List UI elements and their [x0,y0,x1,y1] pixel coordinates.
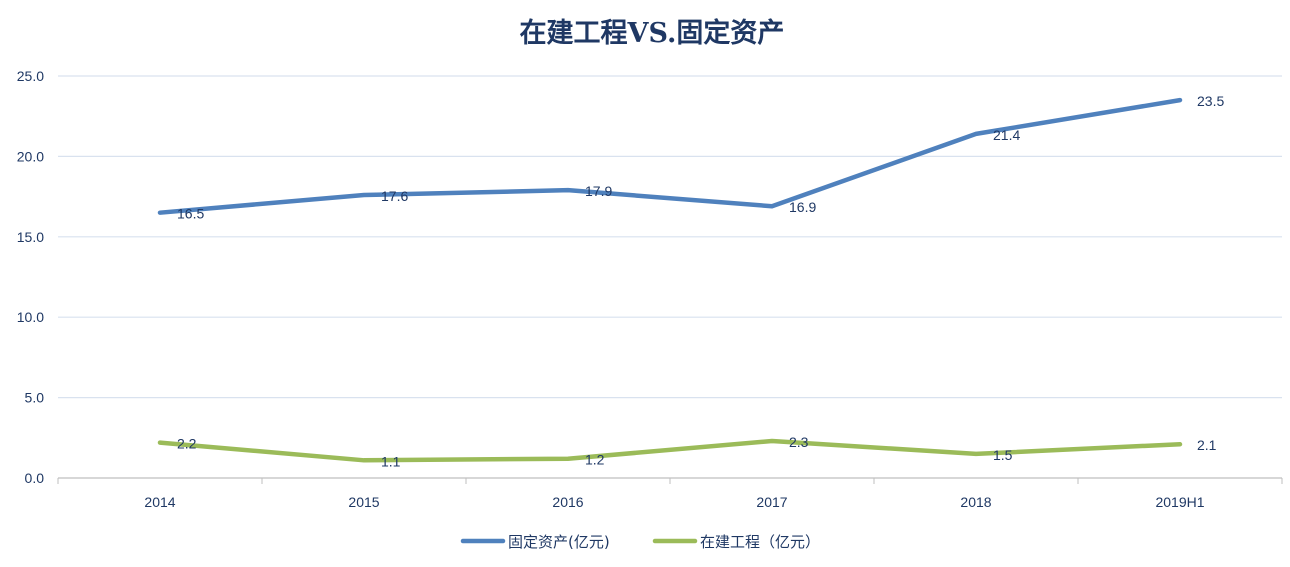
y-tick-label: 25.0 [17,68,44,84]
legend-label: 固定资产(亿元) [508,533,610,551]
data-label: 2.1 [1197,437,1217,453]
y-tick-label: 15.0 [17,229,44,245]
data-label: 16.5 [177,206,204,222]
data-label: 17.6 [381,188,408,204]
y-tick-label: 0.0 [25,470,45,486]
chart-title: 在建工程VS.固定资产 [520,17,785,49]
data-label: 1.2 [585,452,605,468]
series-line-1 [157,438,1183,463]
data-label: 21.4 [993,127,1020,143]
axes: 0.0 5.0 10.0 15.0 20.0 25.0 2014 2015 2016 2017 20… [17,68,1283,510]
x-tick-label: 2018 [960,494,991,510]
data-label: 1.5 [993,447,1013,463]
y-tick-label: 5.0 [25,390,45,406]
data-label: 2.2 [177,436,197,452]
data-label: 17.9 [585,183,612,199]
x-tick-label: 2016 [552,494,583,510]
y-tick-label: 10.0 [17,309,44,325]
series-lines [157,97,1183,463]
data-label: 1.1 [381,453,401,469]
data-labels: 16.5 17.6 17.9 16.9 21.4 23.5 2.2 1.1 1.2 2.3 1.5 2… [177,93,1224,469]
gridlines [58,75,1282,479]
x-tick-label: 2015 [348,494,379,510]
y-tick-label: 20.0 [17,148,44,164]
data-label: 16.9 [789,199,816,215]
legend-label: 在建工程（亿元） [700,533,820,551]
data-label: 2.3 [789,434,809,450]
x-tick-label: 2019H1 [1155,494,1204,510]
data-label: 23.5 [1197,93,1224,109]
legend: 固定资产(亿元) 在建工程（亿元） [460,533,820,551]
x-tick-label: 2014 [144,494,175,510]
series-line-0 [157,97,1183,215]
x-tick-label: 2017 [756,494,787,510]
